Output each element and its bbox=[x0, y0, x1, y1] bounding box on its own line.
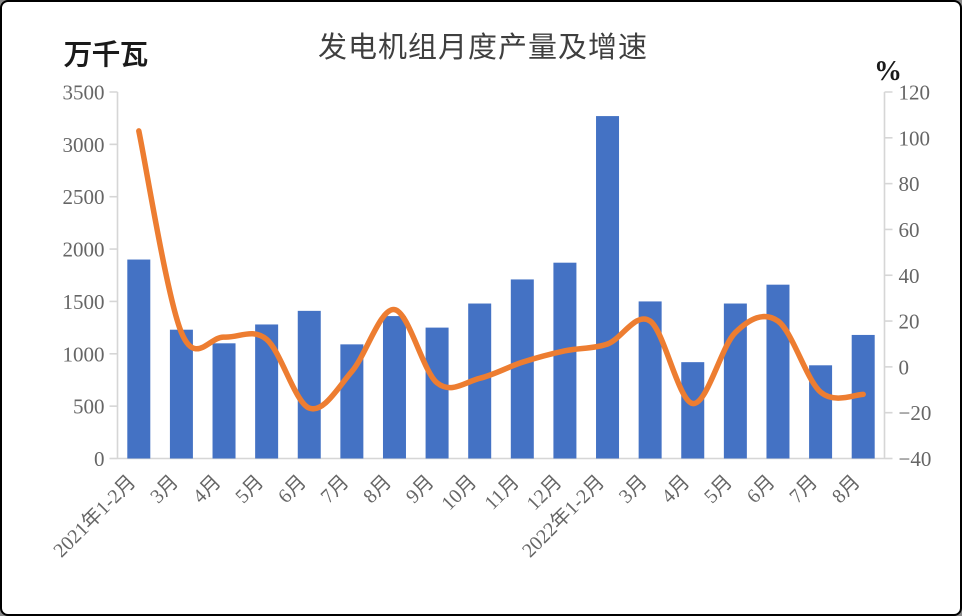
right-axis-tick-label: −20 bbox=[899, 401, 932, 425]
x-axis-label: 5月 bbox=[231, 471, 268, 508]
production-bar bbox=[382, 316, 406, 459]
chart-title: 发电机组月度产量及增速 bbox=[317, 32, 648, 64]
production-bar bbox=[553, 262, 577, 459]
x-axis-label: 2021年1-2月 bbox=[49, 470, 141, 562]
left-axis-tick-label: 3500 bbox=[63, 81, 105, 105]
right-axis-tick-label: 120 bbox=[899, 81, 931, 105]
x-axis-label: 3月 bbox=[146, 471, 183, 508]
left-axis-tick-label: 1500 bbox=[63, 290, 105, 314]
x-axis-label: 7月 bbox=[317, 471, 354, 508]
right-axis-tick-label: −40 bbox=[899, 447, 932, 471]
x-axis-label: 3月 bbox=[615, 471, 652, 508]
right-axis-tick-label: 60 bbox=[899, 218, 920, 242]
production-bar bbox=[638, 301, 662, 459]
production-bar bbox=[297, 310, 321, 459]
production-bar bbox=[425, 327, 449, 459]
left-axis-unit-label: 万千瓦 bbox=[64, 40, 149, 71]
production-bar bbox=[212, 343, 236, 459]
x-axis-label: 4月 bbox=[658, 471, 695, 508]
left-axis-tick-label: 1000 bbox=[63, 342, 105, 366]
x-axis-label: 11月 bbox=[481, 471, 524, 514]
x-axis-label: 10月 bbox=[437, 471, 481, 515]
right-axis-tick-label: 0 bbox=[899, 355, 910, 379]
right-axis-tick-label: 80 bbox=[899, 172, 920, 196]
left-axis-tick-label: 0 bbox=[94, 447, 105, 471]
x-axis-label: 8月 bbox=[359, 471, 396, 508]
x-axis-label: 4月 bbox=[189, 471, 226, 508]
x-axis-label: 9月 bbox=[402, 471, 439, 508]
x-axis-label: 5月 bbox=[700, 471, 737, 508]
production-bar bbox=[127, 259, 151, 459]
x-axis-label: 8月 bbox=[828, 471, 865, 508]
x-axis-label: 7月 bbox=[785, 471, 822, 508]
right-axis-tick-label: 20 bbox=[899, 310, 920, 334]
production-bar bbox=[255, 324, 279, 459]
growth-line bbox=[136, 128, 866, 412]
x-axis-label: 6月 bbox=[743, 471, 780, 508]
production-bar bbox=[681, 362, 705, 459]
right-axis-unit-label: % bbox=[874, 56, 902, 87]
production-bar bbox=[766, 284, 790, 459]
production-bar bbox=[340, 344, 364, 459]
production-bar bbox=[510, 279, 534, 459]
production-bar bbox=[596, 116, 620, 459]
left-axis-tick-label: 2500 bbox=[63, 185, 105, 209]
production-bar bbox=[169, 329, 193, 459]
left-axis-tick-label: 2000 bbox=[63, 238, 105, 262]
left-axis-tick-label: 500 bbox=[73, 395, 105, 419]
x-axis-label: 6月 bbox=[274, 471, 311, 508]
right-axis-tick-label: 40 bbox=[899, 264, 920, 288]
right-axis-tick-label: 100 bbox=[899, 126, 931, 150]
left-axis-tick-label: 3000 bbox=[63, 133, 105, 157]
